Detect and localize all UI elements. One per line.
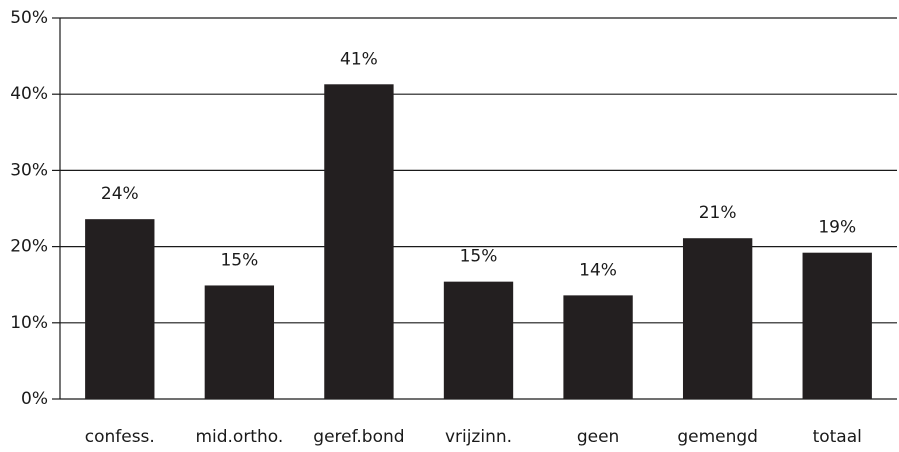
bar (204, 285, 275, 399)
bar (563, 295, 633, 399)
y-tick-label: 50% (10, 8, 48, 28)
y-tick-label: 40% (10, 84, 48, 104)
bar (802, 252, 872, 399)
y-tick-label: 20% (10, 237, 48, 257)
y-tick-label: 10% (10, 313, 48, 333)
value-label: 19% (818, 218, 856, 238)
y-tick-label: 30% (10, 160, 48, 180)
x-tick-label: geref.bond (313, 427, 404, 447)
x-tick-label: mid.ortho. (195, 427, 283, 447)
value-label: 14% (579, 260, 617, 280)
bar (85, 219, 155, 399)
value-label: 15% (460, 247, 498, 267)
x-tick-label: confess. (85, 427, 155, 447)
x-tick-label: geen (577, 427, 619, 447)
value-label: 15% (220, 250, 258, 270)
bar (443, 281, 514, 399)
bar (682, 238, 753, 399)
value-label: 24% (101, 184, 139, 204)
value-label: 41% (340, 49, 378, 69)
x-tick-label: vrijzinn. (445, 427, 512, 447)
value-label: 21% (699, 203, 737, 223)
y-tick-label: 0% (21, 389, 48, 409)
x-tick-label: gemengd (677, 427, 758, 447)
x-tick-label: totaal (813, 427, 862, 447)
bar (324, 84, 394, 399)
